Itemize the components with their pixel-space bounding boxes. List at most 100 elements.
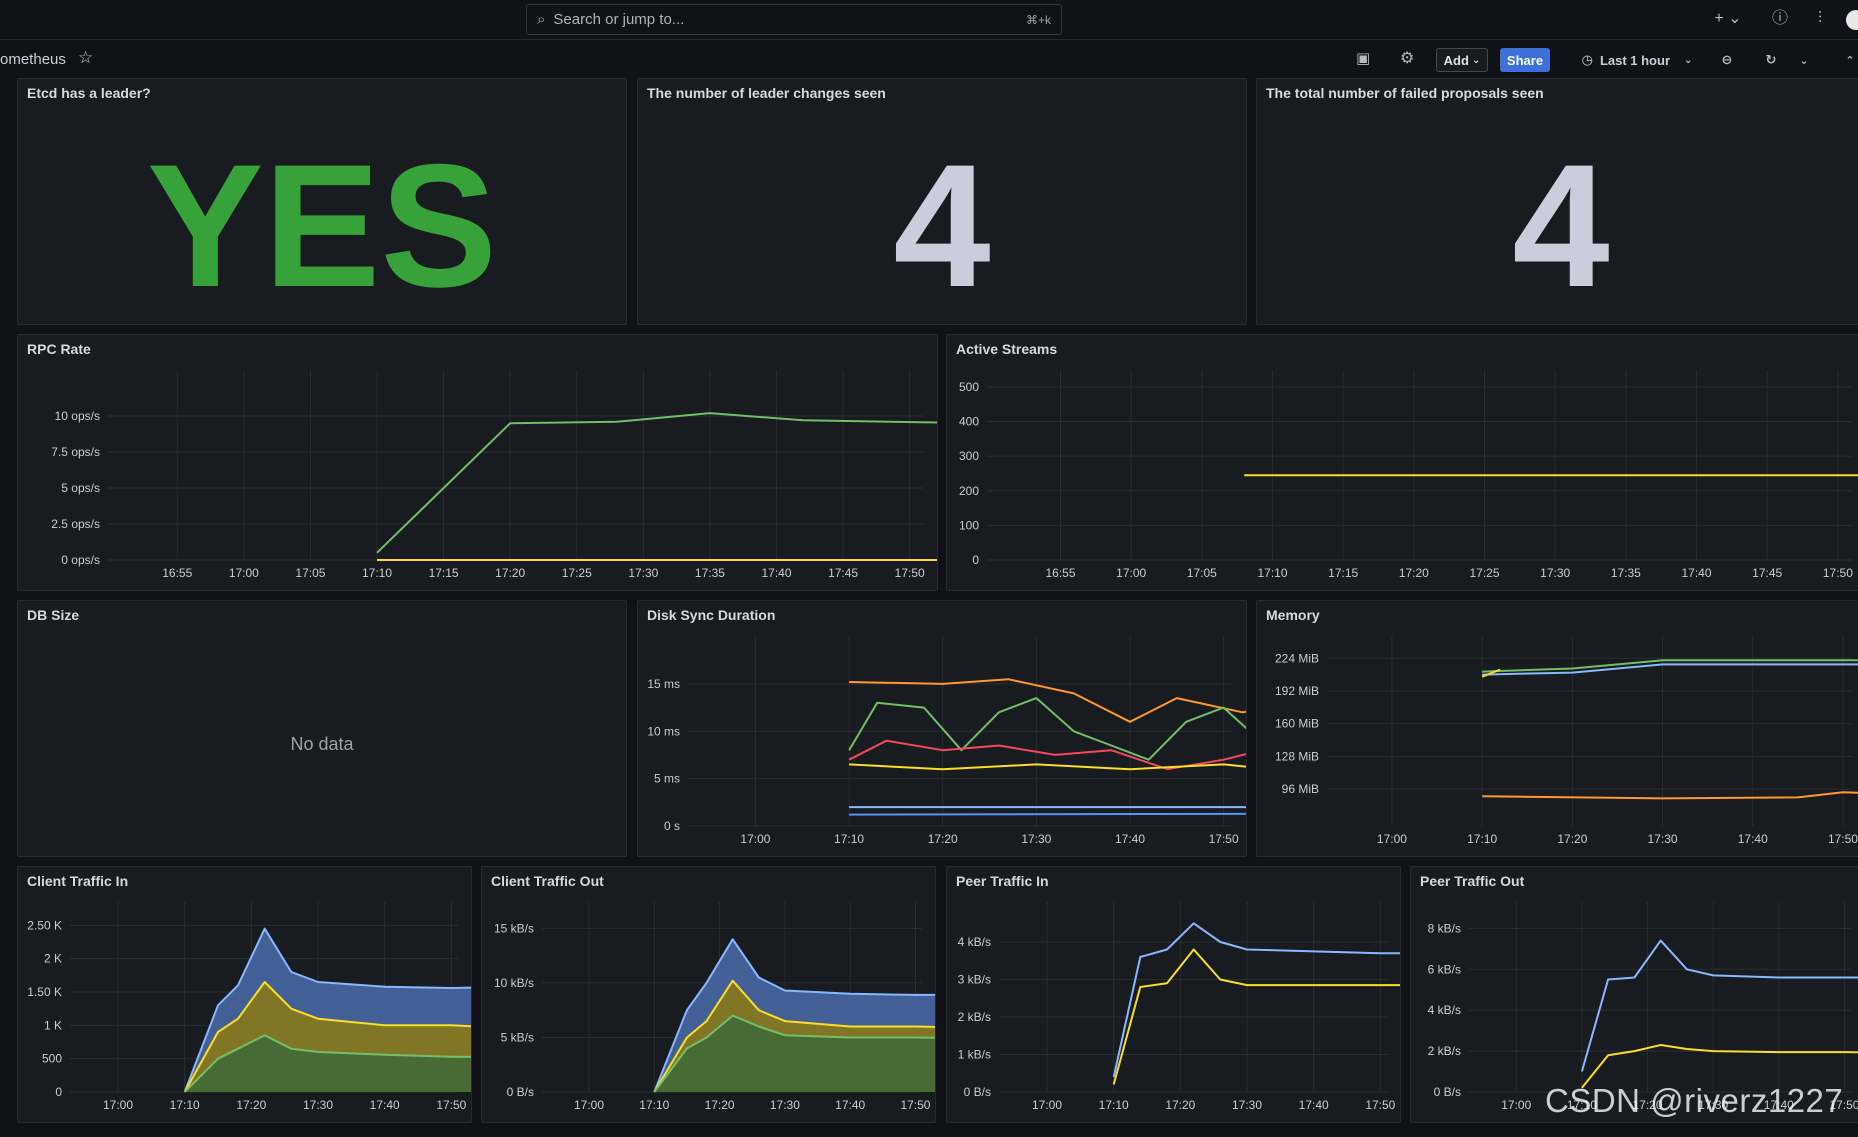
y-tick-label: 2.5 ops/s — [51, 517, 100, 531]
y-tick-label: 15 kB/s — [494, 921, 534, 935]
x-tick-label: 17:20 — [1557, 832, 1587, 846]
zoom-out-icon[interactable]: ⊖ — [1721, 52, 1733, 67]
series-line — [653, 938, 935, 1093]
panel-client-traffic-in[interactable]: Client Traffic In 0 500 1 K 1.50 K 2 K 2.50 K… — [17, 866, 472, 1123]
y-tick-label: 10 ops/s — [55, 409, 100, 423]
star-icon[interactable]: ☆ — [78, 48, 94, 67]
x-tick-label: 17:50 — [895, 566, 925, 580]
y-tick-label: 0 s — [664, 819, 680, 833]
help-icon[interactable]: ⓘ — [1771, 10, 1788, 27]
x-tick-label: 17:50 — [1829, 1098, 1858, 1112]
x-tick-label: 17:10 — [639, 1098, 669, 1112]
series-line — [849, 678, 1246, 723]
x-tick-label: 17:00 — [103, 1098, 133, 1112]
y-tick-label: 96 MiB — [1282, 782, 1319, 796]
panel-peer-traffic-out[interactable]: Peer Traffic Out 0 B/s 2 kB/s 4 kB/s 6 kB/s… — [1410, 866, 1858, 1123]
x-tick-label: 17:30 — [770, 1098, 800, 1112]
y-tick-label: 4 kB/s — [1428, 1003, 1461, 1017]
series-line — [183, 1034, 471, 1093]
add-button[interactable]: Add ⌄ — [1436, 48, 1488, 72]
x-tick-label: 17:40 — [1682, 566, 1712, 580]
panel-etcd-leader[interactable]: Etcd has a leader? YES — [17, 78, 627, 325]
panel-db-size[interactable]: DB Size No data — [17, 600, 627, 857]
x-tick-label: 17:10 — [1099, 1098, 1129, 1112]
x-tick-label: 17:00 — [740, 832, 770, 846]
y-tick-label: 2 kB/s — [958, 1010, 991, 1024]
y-tick-label: 5 ms — [654, 772, 680, 786]
stat-value: YES — [146, 129, 498, 324]
y-tick-label: 2 kB/s — [1428, 1044, 1461, 1058]
panel-memory[interactable]: Memory 96 MiB 128 MiB 160 MiB 192 MiB 224 Mi… — [1256, 600, 1858, 857]
x-tick-label: 17:45 — [1752, 566, 1782, 580]
y-tick-label: 1 K — [44, 1018, 62, 1032]
avatar[interactable] — [1846, 10, 1858, 30]
y-tick-label: 0 B/s — [507, 1085, 534, 1099]
y-tick-label: 6 kB/s — [1428, 962, 1461, 976]
refresh-icon[interactable]: ↻ — [1765, 52, 1777, 67]
y-tick-label: 1 kB/s — [958, 1048, 991, 1062]
refresh-interval-chevron-icon[interactable]: ⌄ — [1799, 54, 1809, 67]
panel-client-traffic-out[interactable]: Client Traffic Out 0 B/s 5 kB/s 10 kB/s 15 … — [481, 866, 936, 1123]
y-tick-label: 10 kB/s — [494, 976, 534, 990]
y-tick-label: 0 B/s — [1434, 1085, 1461, 1099]
series-line — [1482, 663, 1858, 676]
y-tick-label: 4 kB/s — [958, 935, 991, 949]
x-tick-label: 17:50 — [1365, 1098, 1395, 1112]
panel-active-streams[interactable]: Active Streams 0 100 200 300 400 500 16:55 17:0… — [946, 334, 1858, 591]
series-line — [183, 927, 471, 1093]
x-tick-label: 17:40 — [1764, 1098, 1794, 1112]
x-tick-label: 17:30 — [1540, 566, 1570, 580]
series-line — [653, 1014, 935, 1093]
x-tick-label: 17:30 — [1232, 1098, 1262, 1112]
y-tick-label: 1.50 K — [27, 985, 62, 999]
collapse-chevron-icon[interactable]: ⌃ — [1845, 54, 1855, 67]
panel-peer-traffic-in[interactable]: Peer Traffic In 0 B/s 1 kB/s 2 kB/s 3 kB/s 4… — [946, 866, 1401, 1123]
series-line — [849, 763, 1246, 771]
panel-rpc-rate[interactable]: RPC Rate 0 ops/s 2.5 ops/s 5 ops/s 7.5 ops/… — [17, 334, 938, 591]
x-tick-label: 17:20 — [705, 1098, 735, 1112]
news-rss-icon[interactable]: ⫶ — [1817, 10, 1822, 27]
y-tick-label: 300 — [959, 449, 979, 463]
x-tick-label: 17:30 — [303, 1098, 333, 1112]
x-tick-label: 17:15 — [429, 566, 459, 580]
x-tick-label: 17:00 — [1116, 566, 1146, 580]
x-tick-label: 17:50 — [1828, 832, 1858, 846]
x-tick-label: 17:40 — [1299, 1098, 1329, 1112]
search-shortcut: ⌘+k — [1025, 12, 1051, 27]
share-button[interactable]: Share — [1500, 48, 1550, 72]
x-tick-label: 17:10 — [1257, 566, 1287, 580]
x-tick-label: 17:40 — [1115, 832, 1145, 846]
save-icon[interactable]: ▣ — [1356, 50, 1371, 67]
panel-title: DB Size — [27, 607, 80, 623]
x-tick-label: 17:40 — [370, 1098, 400, 1112]
panel-title: Peer Traffic Out — [1420, 873, 1525, 889]
series-line — [1481, 668, 1501, 678]
panel-title: RPC Rate — [27, 341, 91, 357]
x-tick-label: 17:20 — [1633, 1098, 1663, 1112]
panel-disk-sync-duration[interactable]: Disk Sync Duration 0 s 5 ms 10 ms 15 ms 17:0… — [637, 600, 1247, 857]
series-area — [184, 1035, 471, 1092]
x-tick-label: 17:15 — [1328, 566, 1358, 580]
settings-gear-icon[interactable]: ⚙ — [1400, 50, 1415, 67]
search-input[interactable]: ⌕ Search or jump to... ⌘+k — [526, 4, 1062, 35]
panel-title: Active Streams — [956, 341, 1058, 357]
chevron-down-icon: ⌄ — [1471, 54, 1481, 66]
search-placeholder: Search or jump to... — [553, 11, 685, 28]
series-line — [849, 812, 1246, 816]
panel-title: Client Traffic Out — [491, 873, 604, 889]
series-line — [1581, 1044, 1858, 1089]
x-tick-label: 17:50 — [900, 1098, 930, 1112]
client-traffic-in-chart: 0 500 1 K 1.50 K 2 K 2.50 K 17:00 17:10 17:20 17:… — [27, 902, 471, 1112]
panel-failed-proposals[interactable]: The total number of failed proposals see… — [1256, 78, 1858, 325]
x-tick-label: 17:25 — [1470, 566, 1500, 580]
y-tick-label: 0 — [972, 553, 979, 567]
time-range-picker[interactable]: ◷ Last 1 hour ⌄ — [1581, 52, 1693, 68]
x-tick-label: 17:10 — [1567, 1098, 1597, 1112]
breadcrumb[interactable]: ometheus — [0, 51, 66, 68]
panel-leader-changes[interactable]: The number of leader changes seen 4 — [637, 78, 1247, 325]
series-line — [848, 739, 1246, 771]
y-tick-label: 500 — [959, 380, 979, 394]
new-plus-icon[interactable]: + ⌄ — [1714, 10, 1742, 27]
x-tick-label: 17:10 — [1467, 832, 1497, 846]
y-tick-label: 8 kB/s — [1428, 921, 1461, 935]
